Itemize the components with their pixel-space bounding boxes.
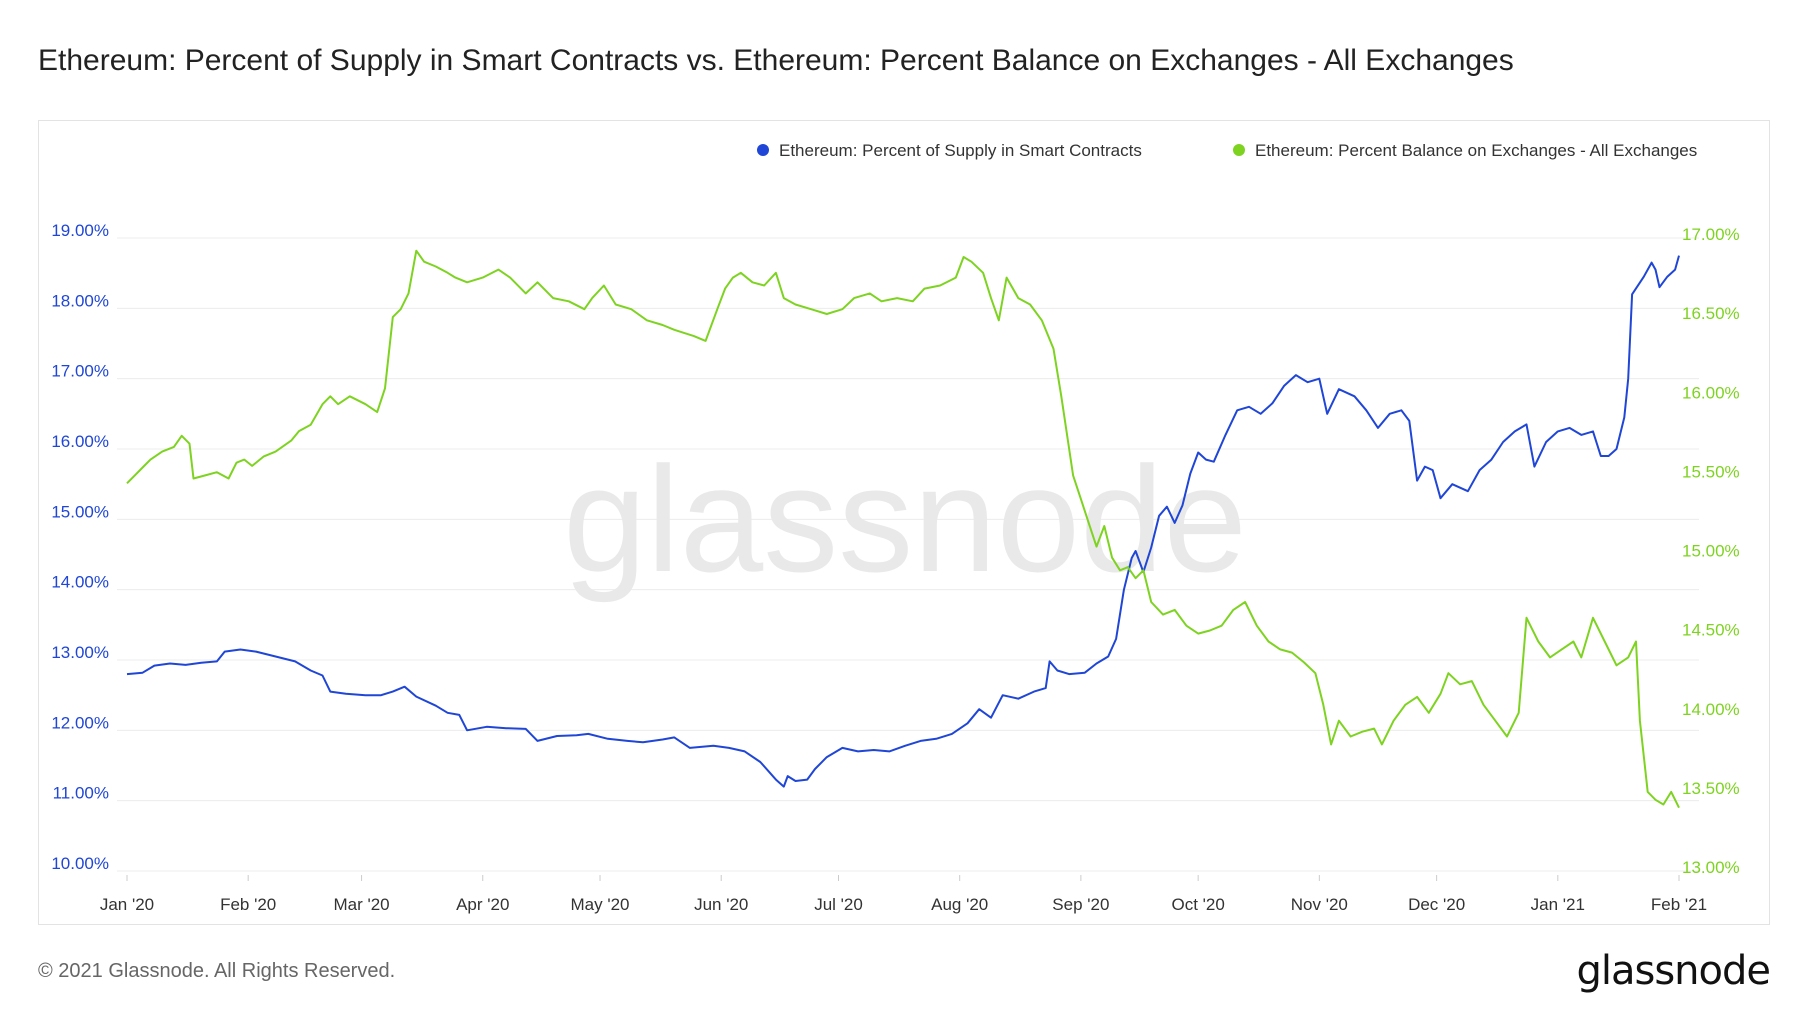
x-tick-label: Jun '20 (694, 895, 748, 914)
x-tick-label: Feb '21 (1651, 895, 1707, 914)
x-tick-label: Mar '20 (333, 895, 389, 914)
left-tick-label: 11.00% (53, 784, 109, 803)
left-tick-label: 10.00% (51, 854, 109, 873)
x-tick-label: Jan '21 (1531, 895, 1585, 914)
x-tick-label: Nov '20 (1291, 895, 1348, 914)
right-tick-label: 17.00% (1682, 225, 1740, 244)
left-tick-label: 15.00% (51, 502, 109, 521)
left-tick-label: 13.00% (51, 643, 109, 662)
copyright-text: © 2021 Glassnode. All Rights Reserved. (38, 960, 396, 982)
left-axis-ticks: 10.00% 11.00% 12.00% 13.00% 14.00% 15.00% 16.0… (51, 221, 109, 873)
legend-item-smart-contracts[interactable]: Ethereum: Percent of Supply in Smart Con… (757, 141, 1142, 160)
x-tick-label: Jul '20 (814, 895, 863, 914)
legend-dot-icon (1233, 144, 1245, 156)
right-tick-label: 16.00% (1682, 383, 1740, 402)
right-tick-label: 14.50% (1682, 621, 1740, 640)
chart-svg: glassnode 10.00%11.00%12.00%13.00%14.00%… (51, 141, 1740, 914)
left-tick-label: 18.00% (51, 291, 109, 310)
x-tick-label: Apr '20 (456, 895, 509, 914)
legend-label: Ethereum: Percent of Supply in Smart Con… (779, 141, 1142, 160)
right-tick-label: 13.50% (1682, 779, 1740, 798)
x-tick-label: Sep '20 (1052, 895, 1109, 914)
grid-lines (117, 237, 1699, 872)
series-lines (126, 249, 1680, 809)
x-tick-label: Oct '20 (1171, 895, 1224, 914)
right-tick-label: 14.00% (1682, 700, 1740, 719)
left-tick-label: 14.00% (51, 573, 109, 592)
left-tick-label: 19.00% (51, 221, 109, 240)
x-tick-label: Dec '20 (1408, 895, 1465, 914)
x-axis-ticks: Jan '20 Feb '20 Mar '20 Apr '20 May '20 Jun '… (100, 875, 1707, 914)
x-tick-label: Feb '20 (220, 895, 276, 914)
right-tick-label: 13.00% (1682, 858, 1740, 877)
right-tick-label: 15.50% (1682, 462, 1740, 481)
x-tick-label: Aug '20 (931, 895, 988, 914)
right-tick-label: 15.00% (1682, 542, 1740, 561)
left-tick-label: 12.00% (51, 713, 109, 732)
x-tick-label: May '20 (571, 895, 630, 914)
right-tick-label: 16.50% (1682, 304, 1740, 323)
smart-contracts-series-line[interactable] (126, 255, 1680, 788)
legend-dot-icon (757, 144, 769, 156)
left-tick-label: 16.00% (51, 432, 109, 451)
chart-panel: glassnode 10.00% 11.00% 12.00% 13.00% 14.00%… (38, 120, 1770, 925)
x-tick-label: Jan '20 (100, 895, 154, 914)
right-axis-ticks: 13.00% 13.50% 14.00% 14.50% 15.00% 15.50% 16.0… (1682, 225, 1740, 877)
glassnode-logo[interactable]: glassnode (1576, 948, 1771, 994)
left-tick-label: 17.00% (51, 362, 109, 381)
chart-title: Ethereum: Percent of Supply in Smart Con… (38, 44, 1514, 77)
legend-label: Ethereum: Percent Balance on Exchanges -… (1255, 141, 1697, 160)
exchange-balance-series-line[interactable] (126, 249, 1680, 809)
legend[interactable]: Ethereum: Percent of Supply in Smart Con… (757, 141, 1697, 160)
legend-item-exchange-balance[interactable]: Ethereum: Percent Balance on Exchanges -… (1233, 141, 1697, 160)
